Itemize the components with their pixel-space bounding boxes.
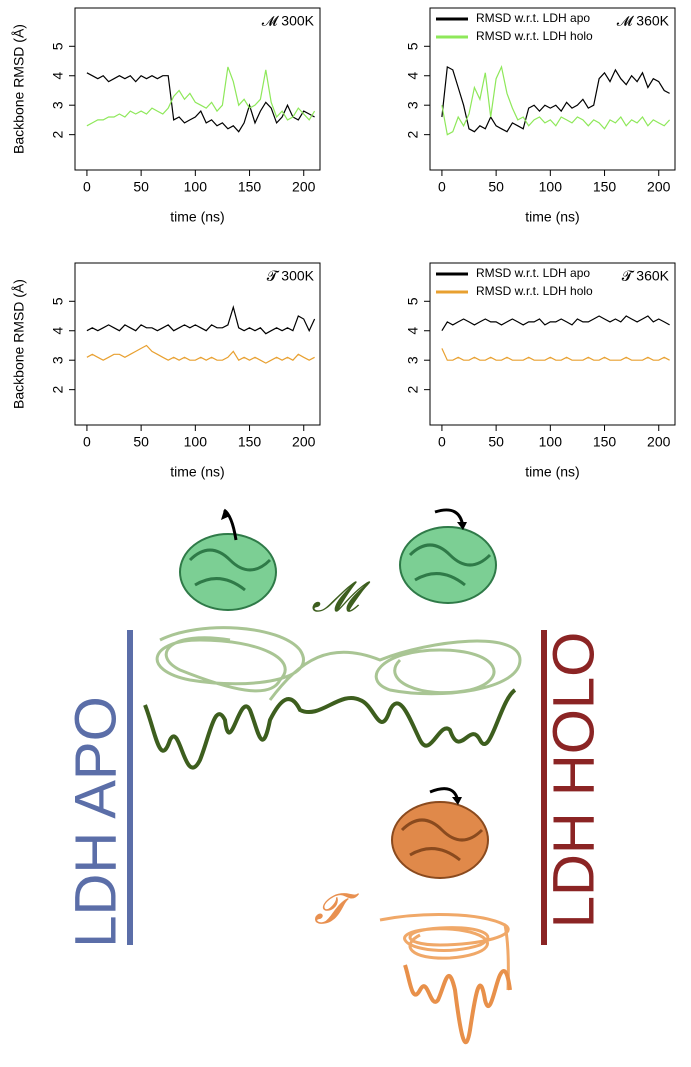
- x-tick-label: 0: [438, 434, 446, 450]
- x-tick-label: 0: [438, 179, 446, 195]
- x-tick-label: 200: [647, 434, 671, 450]
- y-axis-label: Backbone RMSD (Å): [11, 279, 27, 409]
- y-tick-label: 4: [405, 72, 421, 80]
- x-tick-label: 100: [184, 434, 208, 450]
- x-tick-label: 50: [133, 434, 149, 450]
- m-label: 𝓜: [311, 572, 370, 621]
- x-tick-label: 50: [488, 179, 504, 195]
- y-tick-label: 3: [50, 101, 66, 109]
- protein-holo: [399, 508, 497, 604]
- annotation: 𝓜 360K: [617, 13, 670, 29]
- series-line: [86, 305, 316, 335]
- series-line: [441, 65, 670, 133]
- chart-panel: 0 50 100 150 200 2 3 4 5 time (ns) Backbone RMSD (…: [11, 7, 321, 225]
- x-axis-label: time (ns): [170, 209, 224, 225]
- x-tick-label: 50: [133, 179, 149, 195]
- x-tick-label: 100: [539, 179, 563, 195]
- x-tick-label: 150: [593, 434, 617, 450]
- y-tick-label: 4: [50, 327, 66, 335]
- chart-panel: 0 50 100 150 200 2 3 4 5 time (ns) Backbone RMSD (…: [11, 262, 321, 480]
- y-tick-label: 3: [50, 356, 66, 364]
- y-tick-label: 2: [405, 131, 421, 139]
- annotation: 𝓜 300K: [262, 13, 315, 29]
- plot-frame: [429, 262, 676, 426]
- protein-t: [391, 787, 489, 879]
- y-tick-label: 5: [50, 297, 66, 305]
- x-tick-label: 150: [238, 434, 262, 450]
- holo-label: LDH HOLO: [541, 632, 606, 929]
- t-label: 𝓣: [314, 884, 360, 933]
- x-tick-label: 150: [238, 179, 262, 195]
- y-tick-label: 5: [405, 297, 421, 305]
- chart-panel: 0 50 100 150 200 2 3 4 5 time (ns) 𝓣 360K RMSD w.r.…: [405, 262, 676, 480]
- protein-apo: [179, 508, 277, 611]
- y-tick-label: 3: [405, 101, 421, 109]
- y-tick-label: 4: [50, 72, 66, 80]
- x-tick-label: 0: [83, 179, 91, 195]
- y-tick-label: 5: [50, 42, 66, 50]
- x-tick-label: 100: [539, 434, 563, 450]
- chart-panel: 0 50 100 150 200 2 3 4 5 time (ns) 𝓜 360K RMSD w.r.…: [405, 7, 676, 225]
- y-tick-label: 3: [405, 356, 421, 364]
- landscape-t: [379, 913, 512, 1045]
- y-tick-label: 4: [405, 327, 421, 335]
- x-tick-label: 50: [488, 434, 504, 450]
- x-axis-label: time (ns): [170, 464, 224, 480]
- y-tick-label: 2: [50, 386, 66, 394]
- x-tick-label: 100: [184, 179, 208, 195]
- landscape-m: [143, 626, 522, 770]
- y-axis-label: Backbone RMSD (Å): [11, 24, 27, 154]
- x-tick-label: 200: [647, 179, 671, 195]
- x-tick-label: 0: [83, 434, 91, 450]
- plot-frame: [429, 7, 676, 171]
- plot-frame: [74, 7, 321, 171]
- series-line: [86, 66, 316, 127]
- energy-diagram: LDH APO LDH HOLO 𝓜 𝓣: [63, 508, 606, 1045]
- series-line: [86, 72, 315, 133]
- plot-frame: [74, 262, 321, 426]
- legend-label: RMSD w.r.t. LDH holo: [476, 284, 593, 298]
- x-axis-label: time (ns): [525, 464, 579, 480]
- x-tick-label: 200: [292, 179, 316, 195]
- series-line: [441, 64, 671, 136]
- y-tick-label: 5: [405, 42, 421, 50]
- x-tick-label: 200: [292, 434, 316, 450]
- y-tick-label: 2: [405, 386, 421, 394]
- x-tick-label: 150: [593, 179, 617, 195]
- legend-label: RMSD w.r.t. LDH holo: [476, 29, 593, 43]
- legend-label: RMSD w.r.t. LDH apo: [476, 266, 590, 280]
- y-tick-label: 2: [50, 131, 66, 139]
- annotation: 𝓣 360K: [622, 268, 670, 284]
- series-line: [441, 315, 670, 332]
- x-axis-label: time (ns): [525, 209, 579, 225]
- series-line: [86, 344, 315, 364]
- legend-label: RMSD w.r.t. LDH apo: [476, 11, 590, 25]
- series-line: [441, 348, 670, 361]
- annotation: 𝓣 300K: [267, 268, 315, 284]
- apo-label: LDH APO: [63, 696, 128, 947]
